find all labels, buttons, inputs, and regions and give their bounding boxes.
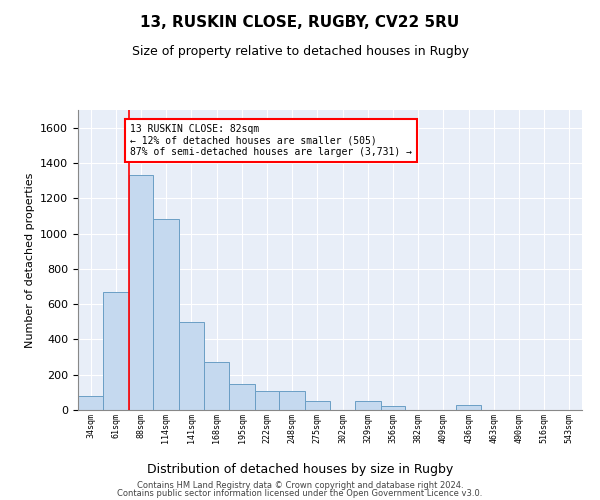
Bar [279,390,305,410]
Bar [456,404,481,410]
Text: 13 RUSKIN CLOSE: 82sqm
← 12% of detached houses are smaller (505)
87% of semi-de: 13 RUSKIN CLOSE: 82sqm ← 12% of detached… [130,124,412,158]
Bar [255,390,279,410]
Bar [305,401,330,410]
Bar [153,220,179,410]
Y-axis label: Number of detached properties: Number of detached properties [25,172,35,348]
Text: Contains public sector information licensed under the Open Government Licence v3: Contains public sector information licen… [118,489,482,498]
Bar [204,362,229,410]
Bar [355,401,381,410]
Bar [78,396,103,410]
Bar [179,322,204,410]
Text: Distribution of detached houses by size in Rugby: Distribution of detached houses by size … [147,462,453,475]
Text: Contains HM Land Registry data © Crown copyright and database right 2024.: Contains HM Land Registry data © Crown c… [137,480,463,490]
Bar [129,176,153,410]
Bar [381,406,405,410]
Text: Size of property relative to detached houses in Rugby: Size of property relative to detached ho… [131,45,469,58]
Bar [103,292,129,410]
Bar [229,384,255,410]
Text: 13, RUSKIN CLOSE, RUGBY, CV22 5RU: 13, RUSKIN CLOSE, RUGBY, CV22 5RU [140,15,460,30]
